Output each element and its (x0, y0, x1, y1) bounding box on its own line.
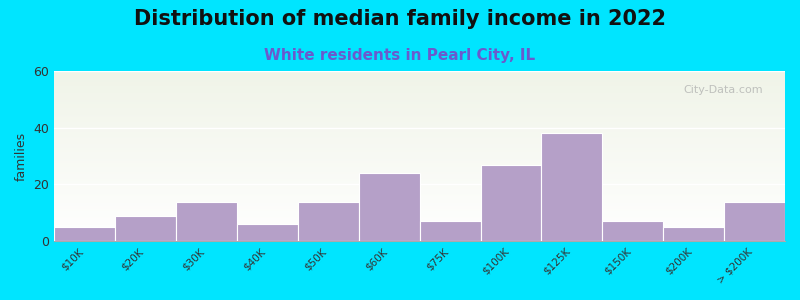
Text: White residents in Pearl City, IL: White residents in Pearl City, IL (265, 48, 535, 63)
Bar (176, 202, 237, 241)
Text: Distribution of median family income in 2022: Distribution of median family income in … (134, 9, 666, 29)
Bar (663, 227, 724, 241)
Bar (54, 227, 115, 241)
Bar (602, 221, 663, 241)
Bar (237, 224, 298, 241)
Text: City-Data.com: City-Data.com (683, 85, 763, 94)
Bar (542, 134, 602, 241)
Bar (298, 202, 358, 241)
Bar (115, 216, 176, 241)
Bar (420, 221, 481, 241)
Bar (724, 202, 785, 241)
Y-axis label: families: families (15, 132, 28, 181)
Bar (358, 173, 420, 241)
Bar (481, 165, 542, 241)
